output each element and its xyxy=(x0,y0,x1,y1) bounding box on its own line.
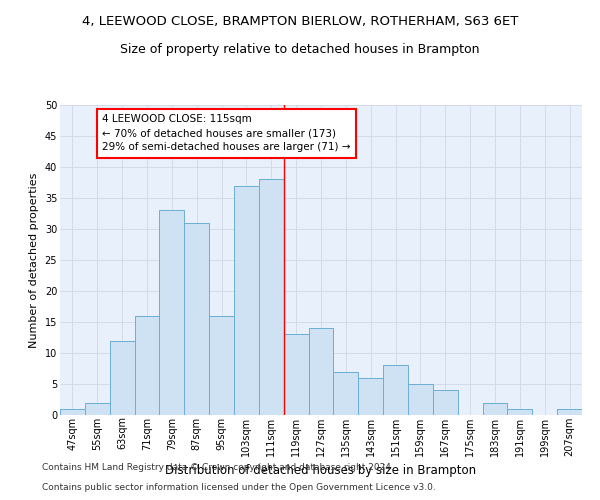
Text: Contains public sector information licensed under the Open Government Licence v3: Contains public sector information licen… xyxy=(42,484,436,492)
Bar xyxy=(408,384,433,415)
Bar xyxy=(134,316,160,415)
Text: 4, LEEWOOD CLOSE, BRAMPTON BIERLOW, ROTHERHAM, S63 6ET: 4, LEEWOOD CLOSE, BRAMPTON BIERLOW, ROTH… xyxy=(82,15,518,28)
Bar xyxy=(110,340,134,415)
Bar xyxy=(60,409,85,415)
Bar xyxy=(334,372,358,415)
Y-axis label: Number of detached properties: Number of detached properties xyxy=(29,172,39,348)
Text: Size of property relative to detached houses in Brampton: Size of property relative to detached ho… xyxy=(120,42,480,56)
Bar xyxy=(85,402,110,415)
Bar xyxy=(284,334,308,415)
Bar xyxy=(383,366,408,415)
X-axis label: Distribution of detached houses by size in Brampton: Distribution of detached houses by size … xyxy=(166,464,476,477)
Bar xyxy=(160,210,184,415)
Text: Contains HM Land Registry data © Crown copyright and database right 2024.: Contains HM Land Registry data © Crown c… xyxy=(42,464,394,472)
Bar xyxy=(557,409,582,415)
Bar xyxy=(482,402,508,415)
Bar xyxy=(259,180,284,415)
Bar xyxy=(433,390,458,415)
Bar xyxy=(358,378,383,415)
Bar xyxy=(234,186,259,415)
Bar xyxy=(209,316,234,415)
Bar xyxy=(308,328,334,415)
Bar xyxy=(184,223,209,415)
Text: 4 LEEWOOD CLOSE: 115sqm
← 70% of detached houses are smaller (173)
29% of semi-d: 4 LEEWOOD CLOSE: 115sqm ← 70% of detache… xyxy=(102,114,351,152)
Bar xyxy=(508,409,532,415)
